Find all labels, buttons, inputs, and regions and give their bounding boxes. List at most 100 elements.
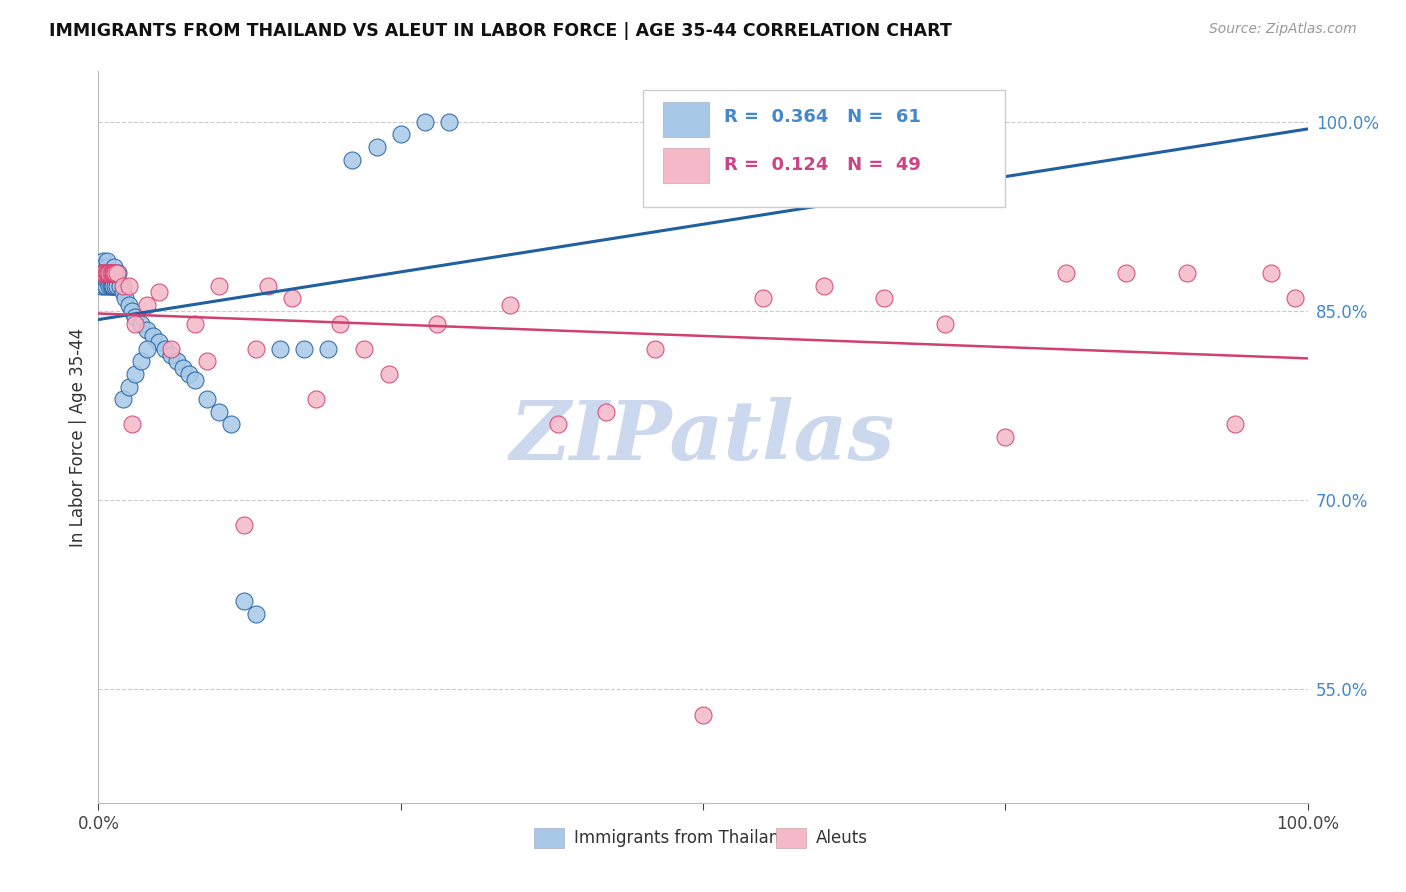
- Point: [103, 266, 125, 280]
- Point: [91, 272, 114, 286]
- Point: [426, 317, 449, 331]
- Point: [316, 342, 339, 356]
- Bar: [776, 828, 806, 848]
- Point: [256, 278, 278, 293]
- Point: [329, 317, 352, 331]
- Point: [93, 278, 115, 293]
- Point: [245, 342, 267, 356]
- Point: [111, 278, 134, 293]
- Point: [124, 317, 146, 331]
- Point: [1284, 291, 1306, 305]
- Point: [97, 266, 120, 280]
- Point: [94, 272, 117, 286]
- Point: [111, 392, 134, 407]
- Point: [98, 266, 121, 280]
- Point: [91, 266, 114, 280]
- Point: [93, 266, 115, 280]
- Point: [160, 348, 183, 362]
- Point: [114, 291, 136, 305]
- Point: [135, 323, 157, 337]
- Point: [91, 260, 114, 274]
- Point: [1260, 266, 1282, 280]
- Point: [1054, 266, 1077, 280]
- Point: [107, 266, 129, 280]
- Y-axis label: In Labor Force | Age 35-44: In Labor Force | Age 35-44: [69, 327, 87, 547]
- Point: [413, 115, 436, 129]
- Text: R =  0.124   N =  49: R = 0.124 N = 49: [724, 156, 921, 174]
- Point: [98, 266, 121, 280]
- Point: [208, 278, 231, 293]
- Point: [281, 291, 304, 305]
- Point: [96, 266, 118, 280]
- Point: [94, 266, 117, 280]
- Point: [148, 335, 170, 350]
- Point: [873, 291, 896, 305]
- Text: Immigrants from Thailand: Immigrants from Thailand: [574, 829, 789, 847]
- Point: [184, 373, 207, 387]
- Point: [142, 329, 165, 343]
- Text: ZIPatlas: ZIPatlas: [510, 397, 896, 477]
- Point: [104, 266, 127, 280]
- Point: [153, 342, 176, 356]
- Point: [105, 278, 128, 293]
- Point: [692, 707, 714, 722]
- Point: [377, 367, 399, 381]
- Point: [91, 266, 114, 280]
- Point: [437, 115, 460, 129]
- Point: [118, 278, 141, 293]
- Point: [98, 278, 121, 293]
- Point: [105, 266, 128, 280]
- Point: [245, 607, 267, 621]
- Point: [100, 266, 122, 280]
- Point: [1115, 266, 1137, 280]
- Point: [129, 354, 152, 368]
- Point: [813, 278, 835, 293]
- Point: [269, 342, 291, 356]
- Point: [195, 354, 218, 368]
- Point: [90, 266, 112, 280]
- Point: [93, 272, 115, 286]
- FancyBboxPatch shape: [643, 90, 1005, 207]
- Point: [91, 253, 114, 268]
- Point: [91, 260, 114, 274]
- Point: [108, 278, 131, 293]
- Point: [166, 354, 188, 368]
- Point: [994, 430, 1017, 444]
- Bar: [534, 828, 564, 848]
- Point: [100, 266, 122, 280]
- Point: [96, 260, 118, 274]
- Point: [90, 278, 112, 293]
- Text: Aleuts: Aleuts: [815, 829, 868, 847]
- Point: [101, 266, 124, 280]
- Text: R =  0.364   N =  61: R = 0.364 N = 61: [724, 109, 921, 127]
- Point: [195, 392, 218, 407]
- Point: [100, 272, 122, 286]
- Point: [118, 379, 141, 393]
- Point: [184, 317, 207, 331]
- Point: [208, 405, 231, 419]
- Point: [91, 266, 114, 280]
- Bar: [664, 148, 709, 183]
- Point: [118, 298, 141, 312]
- Point: [90, 266, 112, 280]
- Point: [93, 266, 115, 280]
- Point: [179, 367, 201, 381]
- Point: [366, 140, 388, 154]
- Point: [100, 278, 122, 293]
- Point: [644, 342, 666, 356]
- Point: [232, 518, 254, 533]
- Point: [91, 266, 114, 280]
- Point: [1223, 417, 1246, 432]
- Point: [498, 298, 520, 312]
- Point: [121, 417, 143, 432]
- Point: [101, 278, 124, 293]
- Point: [752, 291, 775, 305]
- Point: [135, 298, 157, 312]
- Point: [96, 253, 118, 268]
- Point: [221, 417, 243, 432]
- Point: [135, 342, 157, 356]
- Point: [160, 342, 183, 356]
- Point: [97, 272, 120, 286]
- Text: Source: ZipAtlas.com: Source: ZipAtlas.com: [1209, 22, 1357, 37]
- Point: [595, 405, 617, 419]
